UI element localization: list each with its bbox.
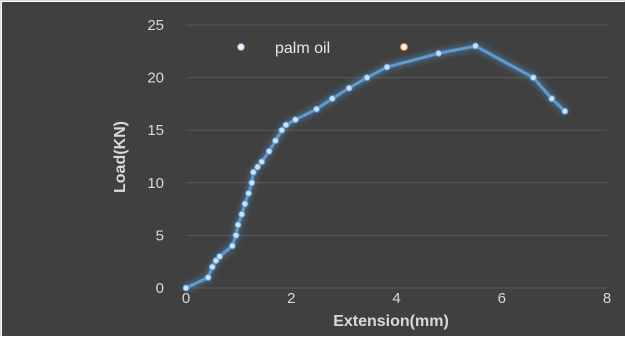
data-point (232, 231, 240, 239)
data-point (383, 63, 391, 71)
y-tick-label: 25 (147, 17, 164, 34)
x-axis-title: Extension(mm) (333, 313, 449, 330)
data-point (248, 179, 256, 187)
x-tick-labels: 0 2 4 6 8 (182, 290, 611, 307)
data-point (182, 284, 190, 292)
data-point (204, 273, 212, 281)
data-point (313, 105, 321, 113)
data-point (345, 84, 353, 92)
data-point (278, 126, 286, 134)
x-tick-label: 2 (287, 290, 295, 307)
gridlines (186, 24, 607, 289)
data-point (291, 116, 299, 124)
x-tick-label: 0 (182, 290, 190, 307)
data-point (363, 74, 371, 82)
y-tick-labels: 0 5 10 15 20 25 (147, 17, 164, 297)
x-tick-label: 4 (392, 290, 400, 307)
y-tick-label: 10 (147, 175, 164, 192)
series-layer (182, 42, 569, 292)
y-tick-label: 15 (147, 122, 164, 139)
data-point (208, 263, 216, 271)
data-point (241, 200, 249, 208)
data-point (254, 163, 262, 171)
y-tick-label: 0 (156, 280, 164, 297)
data-point (258, 158, 266, 166)
data-point (249, 168, 257, 176)
x-tick-label: 8 (603, 290, 611, 307)
data-point (282, 121, 290, 129)
data-point (265, 147, 273, 155)
data-point (529, 74, 537, 82)
data-point (238, 210, 246, 218)
data-point (234, 221, 242, 229)
y-tick-label: 20 (147, 70, 164, 87)
legend-label-palm-oil: palm oil (275, 40, 330, 57)
legend-marker-palm-oil (237, 43, 245, 51)
data-point (471, 42, 479, 50)
data-point (561, 107, 569, 115)
data-point (216, 252, 224, 260)
y-tick-label: 5 (156, 227, 164, 244)
data-point (435, 49, 443, 57)
data-point (328, 95, 336, 103)
data-point (271, 137, 279, 145)
legend-marker-series-2 (400, 43, 408, 51)
y-axis-title: Load(KN) (112, 121, 129, 193)
legend: palm oil (213, 40, 431, 57)
x-tick-label: 6 (498, 290, 506, 307)
data-point (228, 242, 236, 250)
data-point (548, 95, 556, 103)
data-point (245, 189, 253, 197)
